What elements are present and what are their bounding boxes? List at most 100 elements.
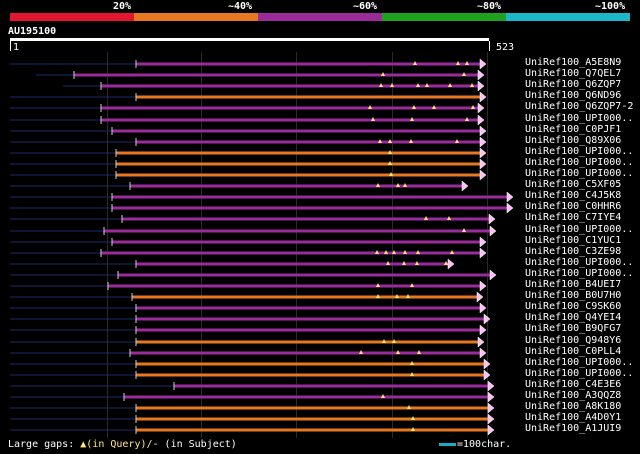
grid-line	[296, 52, 297, 438]
gap-in-query-triangle	[389, 172, 393, 176]
hit-end-arrow	[461, 180, 469, 192]
hit-alignment-bar	[136, 140, 480, 144]
gap-in-query-triangle	[403, 183, 407, 187]
gap-in-query-triangle	[376, 283, 380, 287]
hit-label[interactable]: UniRef100_C0PLL4	[525, 346, 622, 357]
hit-label[interactable]: UniRef100_C1YUC1	[525, 235, 622, 246]
hit-end-arrow	[477, 114, 485, 126]
hit-alignment-bar	[136, 428, 488, 432]
gap-in-query-triangle	[470, 83, 474, 87]
grid-line	[201, 52, 202, 438]
hit-alignment-bar	[130, 184, 462, 188]
gap-in-query-triangle	[424, 216, 428, 220]
gap-in-query-triangle	[379, 83, 383, 87]
legend-bar-80	[382, 13, 506, 21]
hit-label[interactable]: UniRef100_A3QQZ8	[525, 390, 622, 401]
query-start-tick	[10, 41, 11, 51]
hit-alignment-bar	[136, 306, 480, 310]
hit-label[interactable]: UniRef100_UPI000..	[525, 257, 634, 268]
hit-end-arrow	[479, 169, 487, 181]
hit-label[interactable]: UniRef100_Q6ZQP7	[525, 79, 622, 90]
hit-label[interactable]: UniRef100_C5XF05	[525, 179, 622, 190]
hit-alignment-bar	[132, 295, 477, 299]
hit-end-arrow	[476, 291, 484, 303]
hit-alignment-bar	[116, 173, 480, 177]
hit-alignment-bar	[136, 62, 480, 66]
hit-label[interactable]: UniRef100_UPI000..	[525, 357, 634, 368]
hit-label[interactable]: UniRef100_UPI000..	[525, 224, 634, 235]
hit-label[interactable]: UniRef100_Q89X06	[525, 135, 622, 146]
hit-label[interactable]: UniRef100_UPI000..	[525, 146, 634, 157]
gap-in-query-triangle	[382, 339, 386, 343]
gap-in-query-triangle	[388, 150, 392, 154]
scale-label: =100char.	[457, 439, 512, 450]
gap-in-query-triangle	[396, 350, 400, 354]
gap-in-query-triangle	[402, 261, 406, 265]
hit-end-arrow	[479, 247, 487, 259]
hit-end-arrow	[487, 424, 495, 436]
hit-end-arrow	[479, 158, 487, 170]
hit-end-arrow	[479, 91, 487, 103]
hit-label[interactable]: UniRef100_UPI000..	[525, 157, 634, 168]
hit-end-arrow	[479, 236, 487, 248]
legend-label-20: 20%	[113, 1, 132, 12]
hit-alignment-bar	[116, 162, 480, 166]
hit-label[interactable]: UniRef100_C0HHR6	[525, 201, 622, 212]
gap-in-query-triangle	[390, 83, 394, 87]
hit-alignment-bar	[104, 229, 490, 233]
hit-label[interactable]: UniRef100_Q948Y6	[525, 335, 622, 346]
legend-bar-100	[506, 13, 630, 21]
hit-label[interactable]: UniRef100_A5E8N9	[525, 57, 622, 68]
gap-in-query-triangle	[381, 394, 385, 398]
gap-in-query-triangle	[413, 61, 417, 65]
gap-legend-title: Large gaps:	[8, 439, 75, 450]
hit-label[interactable]: UniRef100_UPI000..	[525, 168, 634, 179]
hit-end-arrow	[477, 336, 485, 348]
hit-label[interactable]: UniRef100_B9QFG7	[525, 323, 622, 334]
hit-label[interactable]: UniRef100_C4E3E6	[525, 379, 622, 390]
hit-label[interactable]: UniRef100_A8K180	[525, 401, 622, 412]
scale-bar	[439, 442, 456, 446]
gap-in-query-triangle	[376, 183, 380, 187]
gap-in-query-triangle	[416, 83, 420, 87]
query-line	[10, 38, 489, 41]
hit-label[interactable]: UniRef100_UPI000..	[525, 368, 634, 379]
gap-in-query-triangle	[375, 250, 379, 254]
gap-legend: Large gaps: ▲(in Query)/- (in Subject)	[8, 439, 237, 450]
gap-in-query-triangle	[386, 261, 390, 265]
gap-in-query-triangle	[406, 294, 410, 298]
gap-in-query-triangle	[395, 294, 399, 298]
gap-in-query-triangle	[448, 83, 452, 87]
hit-label[interactable]: UniRef100_Q6ND96	[525, 90, 622, 101]
hit-label[interactable]: UniRef100_C3ZE98	[525, 246, 622, 257]
hit-label[interactable]: UniRef100_UPI000..	[525, 268, 634, 279]
hit-label[interactable]: UniRef100_Q7QEL7	[525, 68, 622, 79]
hit-alignment-bar	[136, 406, 488, 410]
hit-alignment-bar	[136, 328, 480, 332]
gap-in-query-triangle	[371, 117, 375, 121]
hit-label[interactable]: UniRef100_Q6ZQP7-2	[525, 101, 634, 112]
hit-label[interactable]: UniRef100_C0PJF1	[525, 124, 622, 135]
hit-label[interactable]: UniRef100_C7IYE4	[525, 212, 622, 223]
gap-in-query-triangle	[462, 228, 466, 232]
hit-alignment-bar	[112, 129, 480, 133]
hit-label[interactable]: UniRef100_B4UEI7	[525, 279, 622, 290]
hit-alignment-bar	[74, 73, 478, 77]
hit-label[interactable]: UniRef100_B0U7H0	[525, 290, 622, 301]
hit-end-arrow	[479, 58, 487, 70]
gap-in-query-triangle	[456, 61, 460, 65]
hit-alignment-bar	[122, 217, 489, 221]
hit-label[interactable]: UniRef100_C4J5K8	[525, 190, 622, 201]
hit-end-arrow	[479, 125, 487, 137]
hit-label[interactable]: UniRef100_A4D0Y1	[525, 412, 622, 423]
hit-label[interactable]: UniRef100_UPI000..	[525, 113, 634, 124]
hit-alignment-bar	[101, 118, 478, 122]
hit-end-arrow	[506, 191, 514, 203]
grid-line	[487, 52, 488, 438]
gap-in-query-triangle	[465, 117, 469, 121]
hit-label[interactable]: UniRef100_A1JUI9	[525, 423, 622, 434]
legend-bar-40	[134, 13, 258, 21]
hit-label[interactable]: UniRef100_Q4YEI4	[525, 312, 622, 323]
gap-in-query-triangle	[403, 250, 407, 254]
hit-label[interactable]: UniRef100_C9SK60	[525, 301, 622, 312]
